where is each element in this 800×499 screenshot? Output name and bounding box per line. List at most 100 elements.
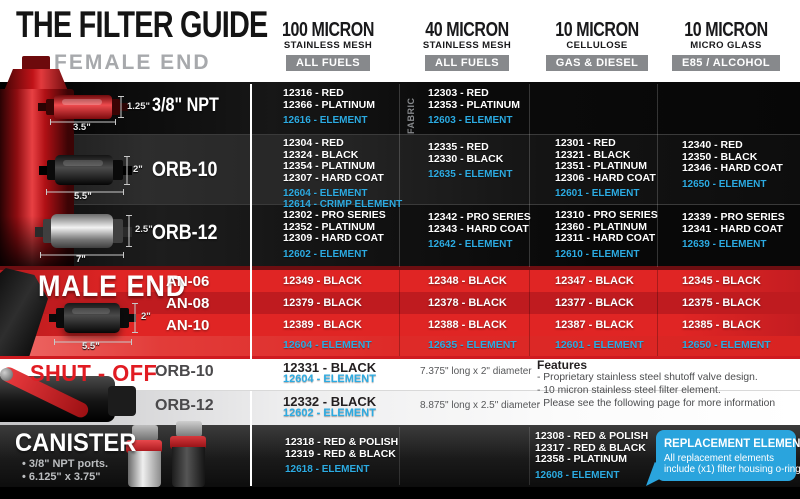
part-number: 12316 - RED	[283, 87, 344, 99]
part-number: 12389 - BLACK	[283, 319, 362, 331]
part-number: 12324 - BLACK	[283, 148, 359, 161]
filter-port	[38, 103, 47, 111]
filter-body	[55, 155, 113, 185]
size-spec: 7.375" long x 2" diameter	[420, 366, 532, 377]
fuel-badge: ALL FUELS	[425, 55, 509, 71]
npt-filter-photo	[36, 92, 131, 124]
part-number: 12309 - HARD COAT	[283, 232, 384, 245]
canister-silver-photo	[122, 423, 166, 487]
element-number: 12603 - ELEMENT	[428, 115, 513, 127]
micron-rating: 10 MICRON	[555, 19, 639, 41]
part-number: 12387 - BLACK	[555, 319, 634, 331]
part-number: 12302 - PRO SERIES	[283, 209, 386, 221]
part-number: 12342 - PRO SERIES	[428, 211, 531, 223]
parts-cell-orb10-microglass: 12340 - RED 12350 - BLACK 12346 - HARD C…	[682, 139, 783, 190]
element-number: 12601 - ELEMENT	[555, 188, 640, 200]
part-number: 12351 - PLATINUM	[555, 160, 647, 173]
row-label-shutoff-orb12: ORB-12	[155, 397, 214, 414]
part-number: 12353 - PLATINUM	[428, 98, 520, 111]
dim-line-vertical	[124, 156, 130, 185]
filter-cap	[119, 308, 129, 328]
parts-cell-orb10-100micron: 12304 - RED 12324 - BLACK 12354 - PLATIN…	[283, 137, 403, 211]
column-divider	[657, 84, 658, 267]
part-number: 12310 - PRO SERIES	[555, 209, 658, 221]
part-number: 12378 - BLACK	[428, 297, 507, 309]
feature-item: - Proprietary stainless steel shutoff va…	[537, 372, 758, 383]
callout-body-line: All replacement elements	[664, 453, 774, 464]
part-number: 12330 - BLACK	[428, 152, 504, 165]
row-label-an06: AN-06	[166, 273, 210, 290]
callout-title: REPLACEMENT ELEMENTS	[664, 436, 800, 450]
row-label-an10: AN-10	[166, 317, 210, 334]
male-row-an08-background	[0, 292, 800, 314]
column-divider	[657, 270, 658, 356]
canister-body	[172, 447, 205, 487]
dim-label: 2"	[133, 164, 143, 175]
element-number: 12635 - ELEMENT	[428, 169, 513, 181]
part-number: 12303 - RED	[428, 87, 489, 99]
callout-body-line: include (x1) filter housing o-ring	[664, 464, 800, 475]
column-divider	[399, 427, 400, 485]
media-type: CELLULOSE	[566, 40, 628, 51]
feature-item: - Please see the following page for more…	[537, 397, 776, 409]
part-number: 12304 - RED	[283, 137, 344, 149]
column-divider	[529, 84, 530, 267]
part-number: 12331 - BLACK	[283, 360, 377, 375]
micron-rating: 10 MICRON	[684, 19, 768, 41]
element-number: 12602 - ELEMENT	[283, 407, 376, 419]
dim-label: 5.5"	[82, 341, 100, 352]
part-number: 12377 - BLACK	[555, 297, 634, 309]
valve-step	[108, 386, 136, 416]
fuel-badge: E85 / ALCOHOL	[672, 55, 780, 71]
dim-label: 2.5"	[135, 224, 153, 235]
canister-title: CANISTER	[15, 429, 137, 457]
element-number: 12616 - ELEMENT	[283, 115, 368, 127]
size-spec: 8.875" long x 2.5" diameter	[420, 400, 540, 411]
dim-line-horizontal	[46, 189, 124, 195]
element-number: 12608 - ELEMENT	[535, 469, 620, 481]
dim-line-horizontal	[54, 339, 132, 345]
male-end-bottom-border	[0, 356, 800, 359]
part-number: 12335 - RED	[428, 141, 489, 153]
column-divider	[529, 270, 530, 356]
female-row-orb10-background	[0, 135, 800, 205]
parts-cell-npt-40micron: 12303 - RED 12353 - PLATINUM 12603 - ELE…	[428, 87, 520, 127]
dim-line-vertical	[132, 303, 138, 333]
part-number: 12301 - RED	[555, 137, 616, 149]
filter-body	[54, 95, 112, 119]
part-number: 12350 - BLACK	[682, 150, 758, 163]
dim-line-horizontal	[50, 119, 116, 125]
element-number: 12639 - ELEMENT	[682, 239, 767, 251]
part-number: 12339 - PRO SERIES	[682, 211, 785, 223]
filter-shine	[62, 99, 102, 105]
micron-rating: 40 MICRON	[425, 19, 509, 41]
male-row-an06-background	[0, 270, 800, 292]
label-column-divider	[250, 84, 252, 486]
part-number: 12341 - HARD COAT	[682, 222, 783, 235]
element-number: 12614 - CRIMP ELEMENT	[283, 199, 403, 211]
parts-cell-orb12-40micron: 12342 - PRO SERIES 12343 - HARD COAT 126…	[428, 211, 531, 250]
row-separator	[0, 204, 800, 205]
dim-line-vertical	[118, 96, 124, 118]
column-divider	[399, 270, 400, 356]
canister-bullet: • 3/8" NPT ports.	[22, 458, 109, 470]
column-header-10-micron-microglass: 10 MICRON MICRO GLASS E85 / ALCOHOL	[656, 20, 796, 71]
replacement-elements-callout: REPLACEMENT ELEMENTS All replacement ele…	[656, 430, 800, 481]
dim-label: 2"	[141, 311, 151, 322]
filter-cap	[46, 99, 56, 115]
element-number: 12635 - ELEMENT	[428, 339, 517, 351]
filter-body	[64, 303, 120, 333]
canister-cap	[126, 440, 162, 453]
element-number: 12601 - ELEMENT	[555, 339, 644, 351]
canister-body	[128, 451, 161, 487]
row-label-orb10: ORB-10	[152, 158, 218, 181]
filter-port	[39, 166, 48, 175]
valve-hinge	[0, 368, 13, 381]
part-number: 12358 - PLATINUM	[535, 453, 627, 466]
row-label-orb12: ORB-12	[152, 221, 218, 244]
part-number: 12360 - PLATINUM	[555, 220, 647, 233]
canister-bullet: • 6.125" x 3.75"	[22, 471, 101, 483]
element-number: 12650 - ELEMENT	[682, 178, 767, 190]
part-number: 12318 - RED & POLISH	[285, 436, 399, 448]
